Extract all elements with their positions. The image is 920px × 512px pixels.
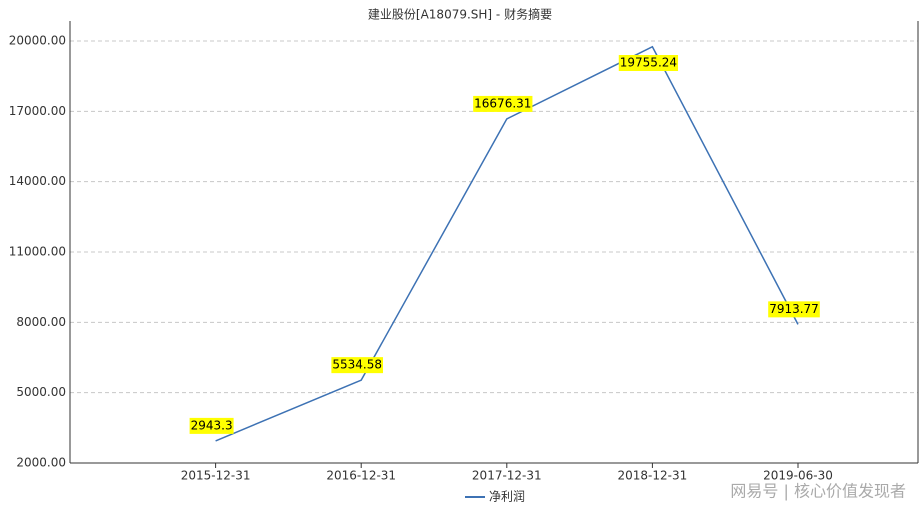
value-label: 16676.31	[473, 95, 533, 112]
value-label-bg	[473, 95, 533, 112]
x-tick-label: 2016-12-31	[326, 469, 396, 483]
y-tick-label: 14000.00	[9, 174, 66, 188]
x-tick-label: 2015-12-31	[181, 469, 251, 483]
value-label: 7913.77	[768, 301, 820, 318]
data-line	[215, 45, 799, 442]
value-label-text: 5534.58	[332, 358, 382, 372]
value-label-text: 16676.31	[474, 96, 531, 110]
value-label: 19755.24	[618, 55, 679, 71]
x-tick-label: 2018-12-31	[618, 469, 688, 483]
y-tick-label: 11000.00	[9, 245, 66, 259]
y-tick-label: 17000.00	[9, 104, 66, 118]
value-label: 2943.3	[189, 417, 234, 434]
y-tick-label: 20000.00	[9, 34, 66, 48]
value-label-bg	[768, 301, 820, 318]
value-label-text: 2943.3	[191, 418, 233, 432]
y-tick-label: 8000.00	[16, 315, 66, 329]
watermark: 网易号 | 核心价值发现者	[730, 482, 906, 501]
x-tick-label: 2017-12-31	[472, 469, 542, 483]
value-label-text: 19755.24	[620, 56, 677, 70]
x-tick-label: 2019-06-30	[763, 469, 833, 483]
value-label-bg	[189, 417, 234, 434]
value-label-bg	[331, 357, 384, 374]
y-tick-label: 5000.00	[16, 385, 66, 399]
value-label-text: 7913.77	[769, 302, 819, 316]
value-label: 5534.58	[331, 357, 384, 374]
chart-title: 建业股份[A18079.SH] - 财务摘要	[368, 7, 552, 22]
legend-label: 净利润	[489, 490, 525, 504]
value-label-bg	[618, 55, 679, 71]
y-tick-label: 2000.00	[16, 456, 66, 470]
